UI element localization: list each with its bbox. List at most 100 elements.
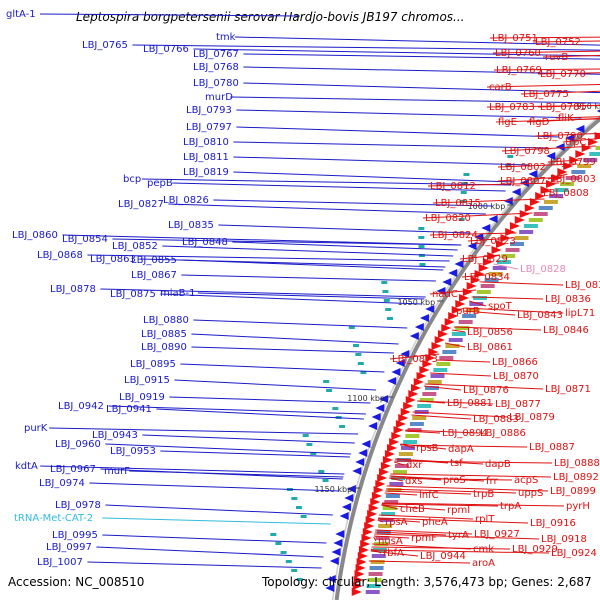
left-gene-label: LBJ_0767 (193, 49, 239, 60)
cog-color-feature (427, 380, 442, 384)
forward-gene-arrow (391, 432, 402, 440)
cog-color-feature (514, 236, 529, 240)
left-label-connector (132, 44, 600, 51)
forward-gene-arrow (395, 420, 406, 428)
left-gene-label: LBJ_0867 (131, 270, 177, 281)
right-label-connector (405, 429, 479, 434)
left-gene-label: LBJ_0848 (182, 237, 228, 248)
right-label-connector (469, 300, 487, 307)
forward-gene-arrow (405, 396, 416, 404)
cog-color-feature (400, 446, 415, 450)
right-label-connector (467, 237, 513, 242)
right-label-connector (377, 519, 384, 523)
rna-feature (458, 218, 465, 221)
forward-gene-arrow (431, 342, 442, 350)
kbp-tick-label: 1000 kbp (468, 202, 506, 211)
reverse-gene-arrow (371, 413, 381, 421)
reverse-gene-arrow (339, 512, 349, 520)
chromosome-backbone (334, 116, 600, 600)
right-label-connector (493, 68, 600, 71)
rna-feature (360, 371, 367, 374)
forward-gene-arrow (358, 546, 369, 554)
reverse-gene-arrow (419, 314, 429, 322)
right-label-connector (532, 40, 600, 43)
reverse-gene-arrow (326, 575, 336, 583)
rna-feature (306, 443, 313, 446)
right-label-connector (427, 182, 559, 187)
right-gene-label: nadC (432, 289, 458, 300)
right-label-connector (422, 212, 533, 219)
left-gene-label: LBJ_0854 (62, 234, 108, 245)
left-label-connector (102, 534, 327, 544)
right-label-connector (461, 274, 486, 278)
reverse-gene-arrow (481, 224, 491, 232)
right-gene-label: LBJ_0760 (495, 48, 541, 59)
right-gene-label: LBJ_0888 (554, 458, 600, 469)
forward-gene-arrow (353, 576, 364, 584)
right-gene-label: LBJ_0871 (545, 384, 591, 395)
rna-feature (310, 452, 317, 455)
cog-color-feature (371, 554, 386, 558)
forward-gene-arrow (514, 216, 525, 224)
left-gene-label: LBJ_0819 (183, 167, 229, 178)
forward-gene-arrow (509, 222, 520, 230)
forward-gene-arrow (519, 210, 530, 218)
right-label-connector (464, 307, 564, 314)
left-gene-label: murD (205, 92, 233, 103)
right-label-connector (486, 84, 600, 88)
forward-gene-arrow (362, 528, 373, 536)
right-label-connector (537, 72, 600, 75)
left-label-connector (180, 363, 385, 373)
left-gene-label: LBJ_0995 (52, 530, 98, 541)
cog-color-feature (480, 284, 495, 288)
forward-gene-arrow (581, 144, 592, 152)
reverse-gene-arrow (395, 359, 405, 367)
right-label-connector (373, 535, 410, 539)
rna-feature (291, 569, 298, 572)
left-gene-label: LBJ_0915 (124, 375, 170, 386)
rna-feature (323, 380, 330, 383)
left-gene-label: miaB-1 (160, 288, 195, 299)
right-gene-label: LBJ_0883 (473, 414, 519, 425)
forward-gene-arrow (422, 360, 433, 368)
right-label-connector (378, 517, 529, 524)
right-label-connector (562, 137, 600, 143)
right-gene-label: acpS (514, 475, 538, 486)
cog-color-feature (370, 560, 385, 564)
left-label-connector (160, 293, 422, 305)
left-gene-label: LBJ_0978 (55, 500, 101, 511)
right-gene-label: lipL71 (565, 308, 595, 319)
cog-color-feature (589, 152, 600, 156)
reverse-gene-arrow (442, 278, 452, 286)
cog-color-feature (375, 536, 390, 540)
cog-color-feature (412, 416, 427, 420)
right-label-connector (389, 477, 513, 481)
right-gene-label: rpmF (411, 533, 437, 544)
cog-color-feature (409, 422, 424, 426)
forward-gene-arrow (505, 228, 516, 236)
right-gene-label: LBJ_0894 (442, 428, 488, 439)
left-gene-label: LBJ_0941 (106, 404, 152, 415)
cog-color-feature (442, 350, 457, 354)
left-gene-label: LBJ_0868 (37, 250, 83, 261)
left-gene-label: LBJ_0974 (39, 478, 85, 489)
left-label-connector (160, 450, 350, 458)
rna-feature (385, 308, 392, 311)
left-label-connector (197, 292, 425, 300)
rna-feature (381, 281, 388, 284)
cog-color-feature (571, 170, 586, 174)
left-label-connector (100, 288, 426, 298)
right-label-connector (471, 296, 544, 300)
cog-color-feature (394, 464, 409, 468)
forward-gene-arrow (361, 534, 372, 542)
left-gene-label: LBJ_0797 (186, 122, 232, 133)
right-label-connector (400, 444, 528, 448)
cog-color-feature (381, 512, 396, 516)
forward-gene-arrow (557, 168, 568, 176)
right-gene-label: LBJ_0866 (492, 357, 538, 368)
left-label-connector (96, 546, 324, 558)
rna-feature (419, 263, 426, 266)
right-gene-label: LBJ_0944 (420, 551, 466, 562)
right-gene-label: rpsB (416, 443, 439, 454)
